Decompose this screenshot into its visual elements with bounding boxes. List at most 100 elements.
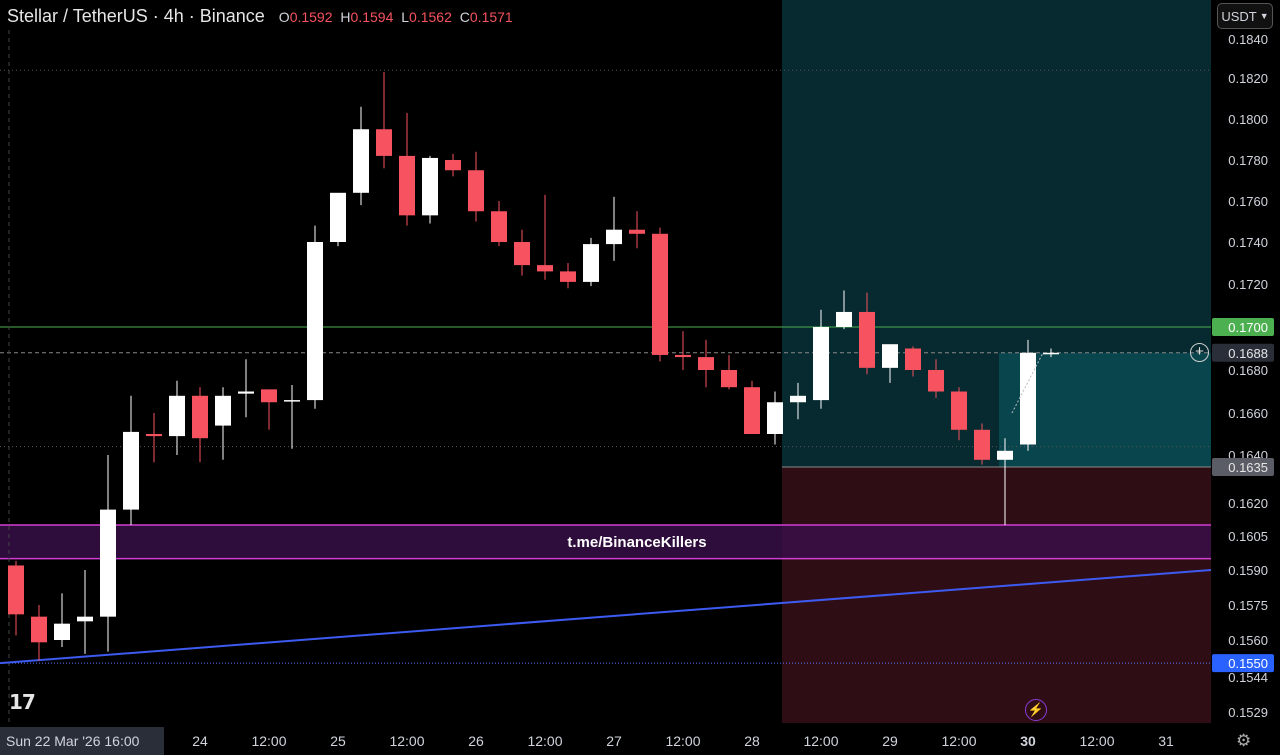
candle-body[interactable]	[169, 395, 185, 437]
candle-body[interactable]	[997, 450, 1013, 460]
x-tick-label: 12:00	[389, 733, 424, 749]
candle-body[interactable]	[491, 211, 507, 242]
candle-body[interactable]	[330, 192, 346, 242]
x-tick-label: 12:00	[251, 733, 286, 749]
candle-body[interactable]	[951, 391, 967, 430]
candle-body[interactable]	[468, 170, 484, 212]
candle-body[interactable]	[238, 391, 254, 394]
y-tick-label: 0.1660	[1228, 406, 1268, 421]
candle-body[interactable]	[905, 348, 921, 371]
candle-body[interactable]	[537, 265, 553, 272]
candle-body[interactable]	[1043, 352, 1059, 355]
candle-body[interactable]	[836, 311, 852, 327]
price-badge-label: 0.1550	[1228, 656, 1268, 671]
tradingview-logo-icon[interactable]: 17	[9, 690, 36, 714]
close-label: C	[459, 9, 470, 25]
chart-legend: Stellar / TetherUS · 4h · Binance O0.159…	[7, 6, 513, 28]
price-badge-label: 0.1635	[1228, 460, 1268, 475]
y-tick-label: 0.1680	[1228, 363, 1268, 378]
candle-body[interactable]	[813, 327, 829, 401]
price-badge[interactable]	[1212, 318, 1274, 336]
add-alert-icon[interactable]: +	[1190, 343, 1209, 362]
y-tick-label: 0.1800	[1228, 112, 1268, 127]
y-tick-label: 0.1544	[1228, 670, 1268, 685]
candle-body[interactable]	[353, 129, 369, 193]
chevron-down-icon: ▼	[1259, 11, 1269, 21]
candle-body[interactable]	[422, 157, 438, 216]
high-value: 0.1594	[350, 9, 394, 25]
price-badge[interactable]	[1212, 458, 1274, 476]
candle-body[interactable]	[445, 160, 461, 171]
candle-body[interactable]	[261, 389, 277, 403]
y-tick-label: 0.1780	[1228, 153, 1268, 168]
high-label: H	[340, 9, 351, 25]
candle-body[interactable]	[215, 395, 231, 426]
candle-body[interactable]	[146, 434, 162, 437]
blue-trendline[interactable]	[0, 569, 1212, 665]
price-badge-label: 0.1688	[1228, 346, 1268, 361]
time-axis[interactable]	[0, 723, 1211, 755]
y-tick-label: 0.1740	[1228, 235, 1268, 250]
y-tick-label: 0.1820	[1228, 71, 1268, 86]
candle-body[interactable]	[629, 229, 645, 234]
projection-line	[1011, 352, 1044, 414]
candle-body[interactable]	[721, 370, 737, 388]
candle-body[interactable]	[514, 242, 530, 266]
low-label: L	[401, 9, 410, 25]
y-tick-label: 0.1720	[1228, 277, 1268, 292]
candle-body[interactable]	[399, 155, 415, 216]
candle-body[interactable]	[790, 395, 806, 403]
candle-body[interactable]	[8, 565, 24, 615]
candle-body[interactable]	[192, 395, 208, 439]
candle-body[interactable]	[767, 402, 783, 434]
x-tick-label: 12:00	[665, 733, 700, 749]
close-value: 0.1571	[469, 9, 513, 25]
price-badge[interactable]	[1212, 343, 1274, 362]
candle-body[interactable]	[583, 244, 599, 282]
x-tick-label: 27	[606, 733, 622, 749]
candle-body[interactable]	[54, 623, 70, 640]
low-value: 0.1562	[409, 9, 452, 25]
candle-body[interactable]	[652, 233, 668, 355]
x-tick-label: 12:00	[1079, 733, 1114, 749]
candle-body[interactable]	[284, 400, 300, 402]
candle-body[interactable]	[123, 431, 139, 510]
y-tick-label: 0.1529	[1228, 705, 1268, 720]
candle-body[interactable]	[882, 344, 898, 368]
candle-body[interactable]	[744, 387, 760, 434]
y-tick-label: 0.1605	[1228, 529, 1268, 544]
candle-body[interactable]	[928, 370, 944, 392]
candle-body[interactable]	[1020, 352, 1036, 445]
y-tick-label: 0.1620	[1228, 496, 1268, 511]
x-tick-label: 12:00	[941, 733, 976, 749]
candle-body[interactable]	[560, 271, 576, 282]
gear-icon[interactable]: ⚙	[1236, 731, 1252, 750]
candle-body[interactable]	[100, 509, 116, 617]
candle-body[interactable]	[31, 616, 47, 643]
candle-body[interactable]	[859, 311, 875, 368]
watermark-text: t.me/BinanceKillers	[567, 534, 706, 551]
magenta-zone[interactable]	[0, 525, 1211, 559]
y-tick-label: 0.1590	[1228, 563, 1268, 578]
price-axis[interactable]	[1211, 0, 1280, 755]
candle-body[interactable]	[307, 242, 323, 401]
candle-body[interactable]	[974, 429, 990, 460]
price-badge[interactable]	[1212, 654, 1274, 673]
candle-body[interactable]	[606, 229, 622, 245]
candle-body[interactable]	[698, 357, 714, 370]
y-tick-label: 0.1575	[1228, 598, 1268, 613]
candle-body[interactable]	[77, 616, 93, 622]
x-tick-label: 29	[882, 733, 898, 749]
symbol-title[interactable]: Stellar / TetherUS · 4h · Binance	[7, 6, 265, 26]
currency-button[interactable]: USDT ▼	[1217, 3, 1273, 29]
candle-body[interactable]	[675, 354, 691, 358]
x-tick-label: 12:00	[803, 733, 838, 749]
time-cursor-badge	[0, 727, 164, 755]
lightning-icon[interactable]: ⚡	[1025, 699, 1047, 721]
candle-body[interactable]	[376, 129, 392, 156]
x-tick-label: 31	[1158, 733, 1174, 749]
y-tick-label: 0.1840	[1228, 32, 1268, 47]
loss-zone[interactable]	[782, 467, 1211, 723]
x-tick-label: 26	[468, 733, 484, 749]
